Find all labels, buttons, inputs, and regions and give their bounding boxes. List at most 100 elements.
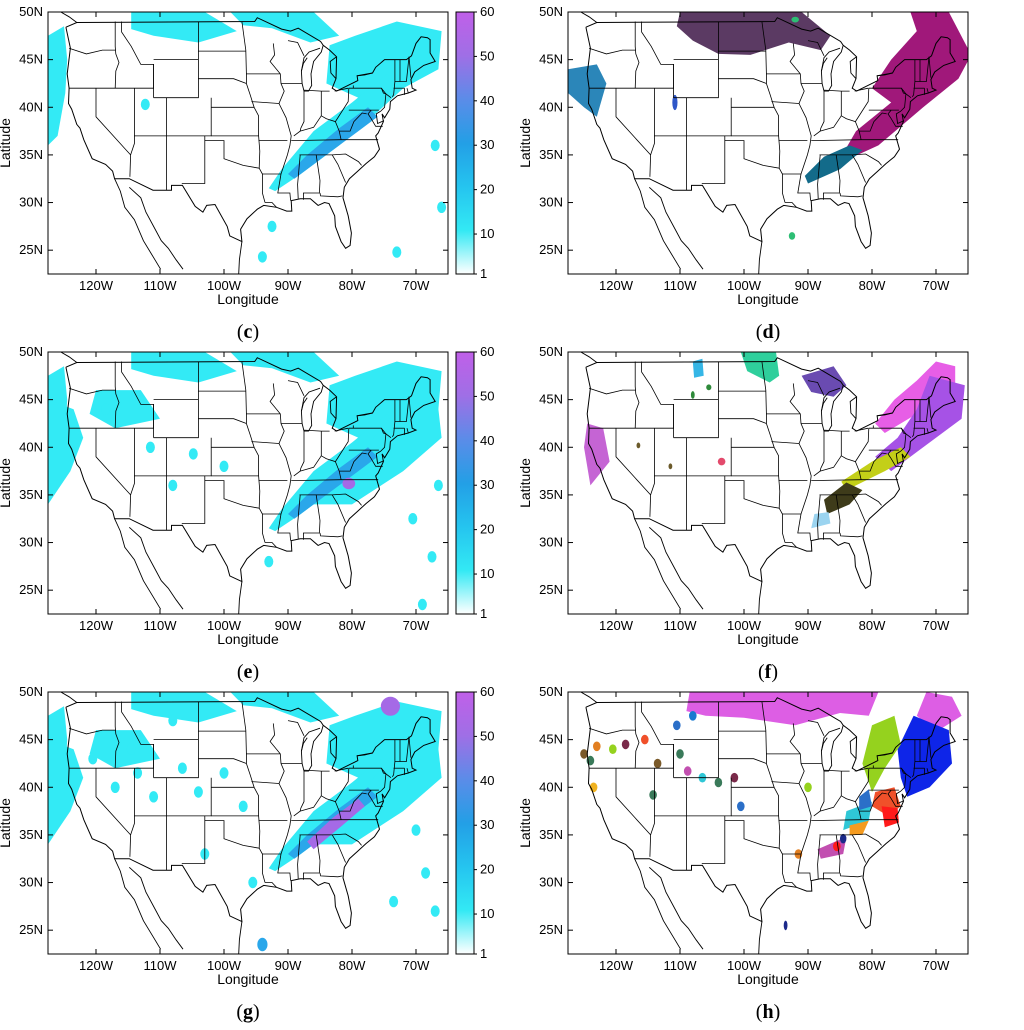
state-border [926, 768, 929, 774]
state-border [926, 428, 929, 434]
colorbar-tick-label: 30 [480, 137, 494, 152]
state-border [297, 834, 301, 879]
state-border [820, 795, 842, 812]
state-border [251, 781, 280, 784]
state-border [114, 21, 120, 89]
lat-tick-label: 40N [539, 99, 563, 114]
state-border [868, 87, 912, 99]
cluster-region [692, 358, 704, 378]
state-border [914, 56, 930, 82]
y-axis-title: Latitude [0, 458, 13, 508]
panel-label-close: ) [771, 661, 778, 683]
state-border [320, 88, 350, 123]
lat-tick-label: 25N [539, 242, 563, 257]
state-border [68, 387, 116, 395]
cluster-cell [689, 711, 697, 721]
state-border [348, 767, 392, 779]
colorbar-tick-label: 10 [480, 566, 494, 581]
coastline [580, 12, 598, 23]
state-border [331, 494, 346, 523]
cluster-cell [717, 457, 726, 466]
precip-cell [433, 479, 443, 492]
state-border [166, 97, 212, 137]
state-border [348, 87, 392, 99]
state-border [130, 475, 135, 496]
precip-peak [380, 696, 400, 716]
coastline [634, 178, 681, 270]
coastline [877, 752, 893, 757]
coastline [60, 12, 78, 23]
island [603, 144, 604, 148]
panel-c: 120W 110W 100W 90W 80W 70W 25N 30N 35N 40N 45N 50N L… [0, 4, 494, 343]
state-border [114, 361, 120, 429]
state-border [761, 21, 786, 203]
coastline [128, 866, 184, 950]
coastline [895, 110, 905, 125]
cluster-region [811, 512, 831, 529]
state-border [724, 480, 780, 509]
state-border [367, 789, 383, 807]
precip-area [89, 730, 160, 769]
state-border [820, 115, 842, 132]
lon-tick-label: 70W [403, 618, 430, 633]
cluster-cell [833, 841, 841, 852]
coastline [758, 581, 763, 614]
coastline [895, 790, 905, 805]
x-axis-title: Longitude [217, 971, 279, 987]
state-border [819, 153, 882, 166]
y-axis-title: Latitude [0, 118, 13, 168]
state-border [95, 88, 132, 177]
data-layer [48, 352, 443, 611]
coastline [758, 921, 763, 954]
colorbar-tick-label: 30 [480, 477, 494, 492]
coastline [300, 385, 324, 432]
state-border [269, 43, 292, 201]
lat-tick-label: 25N [19, 582, 43, 597]
lon-tick-label: 100W [207, 618, 242, 633]
data-layer [568, 12, 968, 240]
cluster-cell [636, 442, 641, 449]
lon-tick-label: 110W [664, 618, 698, 633]
lon-tick-label: 120W [599, 618, 634, 633]
state-border [641, 361, 674, 429]
state-border [204, 480, 260, 509]
lat-tick-label: 45N [19, 732, 43, 747]
lon-tick-label: 80W [859, 618, 886, 633]
state-border [686, 437, 732, 477]
state-border [634, 361, 640, 429]
coastline [648, 186, 704, 270]
panel-label-open: ( [236, 1001, 243, 1023]
lon-tick-label: 90W [795, 958, 822, 973]
cluster-region [676, 12, 831, 55]
lat-tick-label: 50N [19, 344, 43, 359]
precip-area [131, 352, 237, 383]
island [603, 484, 604, 488]
state-border [859, 452, 887, 472]
state-border [265, 542, 277, 548]
state-border [287, 720, 305, 736]
coastline [820, 57, 828, 72]
state-border [408, 396, 412, 418]
precip-cell [267, 220, 277, 233]
state-border [181, 475, 206, 524]
state-border [331, 834, 346, 863]
coastline [648, 526, 704, 610]
state-border [293, 430, 305, 477]
lat-tick-label: 50N [539, 4, 563, 19]
precip-core [288, 447, 378, 519]
panel-label-close: ) [774, 1001, 781, 1023]
precip-cell [411, 824, 421, 836]
state-border [887, 449, 903, 467]
colorbar-tick-label: 10 [480, 226, 494, 241]
coastline [758, 241, 763, 274]
state-border [380, 427, 387, 452]
state-border [926, 88, 929, 94]
lat-tick-label: 30N [539, 535, 563, 550]
state-border [900, 767, 907, 792]
state-border [701, 475, 726, 524]
state-border [785, 542, 797, 548]
state-border [854, 767, 869, 772]
coastline [60, 692, 78, 703]
state-border [367, 449, 383, 467]
panel-label-close: ) [252, 661, 259, 683]
